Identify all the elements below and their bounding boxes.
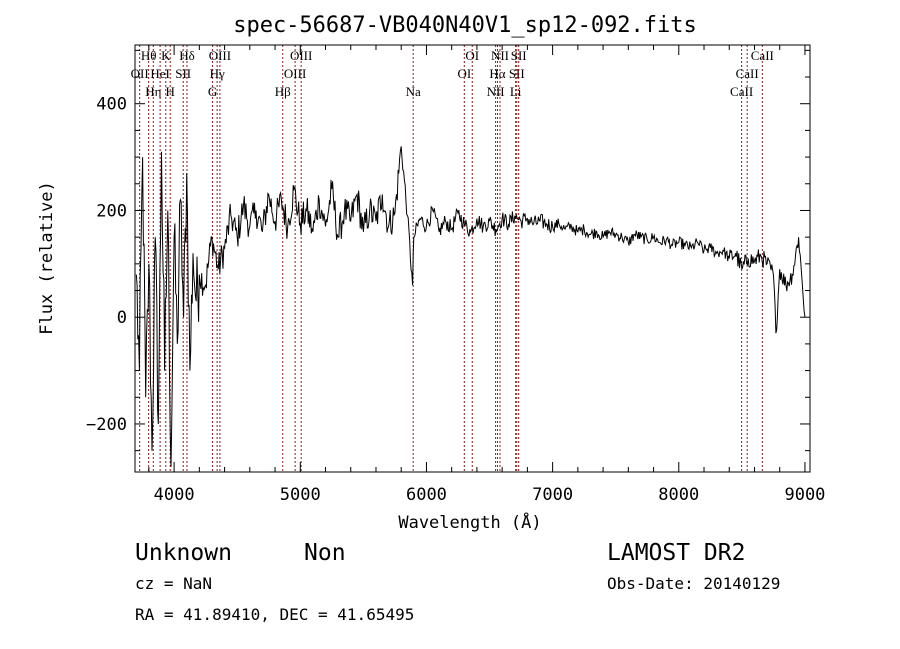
y-tick-label: 0 <box>117 308 127 328</box>
redshift-text: cz = NaN <box>135 574 212 593</box>
x-tick-label: 9000 <box>784 485 825 505</box>
emission-line-label: H <box>166 84 175 99</box>
x-tick-label: 5000 <box>280 485 321 505</box>
emission-line-label: OII <box>131 66 149 81</box>
emission-line-label: SII <box>511 48 527 63</box>
axes: 4000 5000 6000 7000 8000 9000 −200 0 200 400 <box>86 45 825 505</box>
y-tick-label: −200 <box>86 415 127 435</box>
emission-line-label: OIII <box>284 66 306 81</box>
emission-line-label: NII <box>487 84 505 99</box>
emission-line-label: CaII <box>736 66 759 81</box>
y-axis-label: Flux (relative) <box>37 181 57 335</box>
x-axis-label: Wavelength (Å) <box>398 511 541 533</box>
emission-line-label: CaII <box>751 48 774 63</box>
x-tick-label: 6000 <box>406 485 447 505</box>
emission-line-label: CaII <box>730 84 753 99</box>
coordinates: RA = 41.89410, DEC = 41.65495 <box>135 605 414 624</box>
emission-line-label: Hβ <box>275 84 291 99</box>
emission-line-label: Hγ <box>210 66 225 81</box>
plot-frame <box>134 44 811 473</box>
emission-line-label: Na <box>406 84 421 99</box>
emission-line-label: Li <box>510 84 522 99</box>
chart-title: spec-56687-VB040N40V1_sp12-092.fits <box>233 13 697 38</box>
spectral-class: Unknown <box>135 540 232 566</box>
emission-line-label: G <box>208 84 217 99</box>
emission-line-label: HeI <box>150 66 170 81</box>
emission-lines: OIIHθHηHeIKHSIIHδGHγOIIIHβOIIIOIIINaOIOI… <box>131 45 774 472</box>
spectrum-series <box>135 146 806 467</box>
spectral-subclass: Non <box>304 540 346 566</box>
x-tick-label: 7000 <box>532 485 573 505</box>
spectrum-line <box>135 146 806 467</box>
emission-line-label: SII <box>175 66 191 81</box>
emission-line-label: OI <box>465 48 479 63</box>
y-tick-label: 200 <box>96 201 127 221</box>
survey-name: LAMOST DR2 <box>607 540 745 566</box>
y-tick-label: 400 <box>96 95 127 115</box>
emission-line-label: K <box>161 48 171 63</box>
obs-date: Obs-Date: 20140129 <box>607 574 780 593</box>
emission-line-label: OIII <box>290 48 312 63</box>
emission-line-label: SII <box>509 66 525 81</box>
emission-line-label: Hδ <box>179 48 195 63</box>
emission-line-label: Hη <box>145 84 161 99</box>
x-tick-label: 4000 <box>154 485 195 505</box>
emission-line-label: Hα <box>489 66 505 81</box>
emission-line-label: NII <box>491 48 509 63</box>
emission-line-label: OI <box>457 66 471 81</box>
emission-line-label: OIII <box>209 48 231 63</box>
emission-line-label: Hθ <box>141 48 157 63</box>
x-tick-label: 8000 <box>658 485 699 505</box>
